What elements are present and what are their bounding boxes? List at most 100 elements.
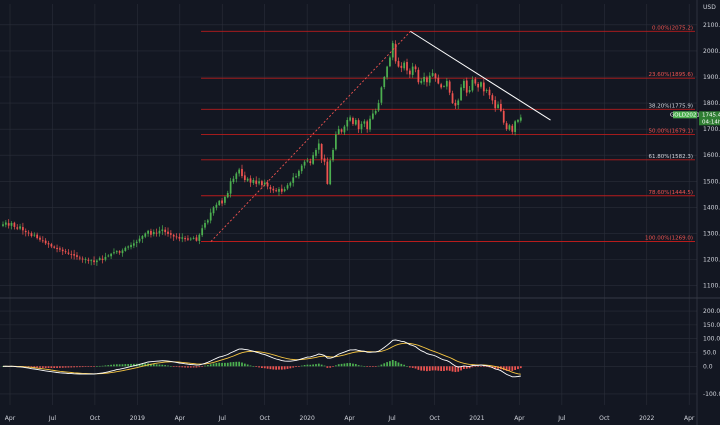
candle-body [337,129,340,135]
price-tag: GOLD2021 1745.404:14h [670,111,720,126]
macd-histogram-bar [431,366,434,371]
candle-body [22,227,24,231]
macd-histogram-bar [224,362,226,367]
candle-body [73,254,76,256]
candle-body [44,240,47,244]
macd-histogram-bar [178,366,181,368]
macd-histogram-bar [50,366,53,368]
candle-body [84,258,87,260]
candle-body [334,134,337,150]
macd-histogram-bar [394,361,397,367]
macd-histogram-bar [482,366,485,367]
macd-histogram-bar [508,366,511,371]
macd-histogram-bar [53,366,56,368]
candle-body [113,252,115,254]
drawing-tools[interactable] [210,30,551,242]
macd-histogram-bar [124,364,127,367]
time-tick-label: 2020 [300,415,315,422]
time-tick-label: Oct [90,415,101,422]
macd-histogram-bar [517,366,519,370]
candle-body [494,100,497,109]
candle-body [423,77,425,82]
candle-body [167,231,169,234]
macd-tick-label: 50.0 [703,350,717,357]
macd-histogram-bar [195,366,198,368]
candle-body [511,125,514,132]
macd-histogram-bar [494,366,497,369]
macd-histogram-bar [414,366,417,369]
candle-body [96,260,98,263]
time-tick-label: Apr [344,415,355,422]
candle-body [508,125,511,130]
candle-body [249,178,252,183]
candle-body [280,188,283,192]
macd-histogram-bar [437,366,440,371]
macd-histogram-bar [98,365,101,367]
candle-body [411,66,414,75]
candle-body [215,204,218,208]
time-tick-label: Oct [260,415,271,422]
candle-body [389,57,391,67]
macd-histogram-bar [113,364,115,367]
macd-histogram-bar [480,366,482,367]
candle-body [460,87,462,101]
macd-histogram-bar [463,366,465,369]
macd-histogram-bar [141,363,144,367]
macd-histogram-bar [127,363,130,367]
macd-histogram-bar [215,363,218,367]
symbol-tag-box [673,111,697,119]
macd-histogram-bar [354,364,357,367]
candle-body [164,229,167,233]
candle-body [426,77,428,83]
price-tag-box [699,111,720,126]
macd-histogram-bar [440,366,443,372]
candle-body [272,188,275,191]
fib-level-label: 61.80%(1582.3) [648,154,693,160]
candle-body [329,160,332,185]
time-tick-label: Apr [684,415,695,422]
macd-histogram-bar [61,366,64,368]
macd-histogram-bar [460,366,462,371]
macd-histogram-bar [184,366,186,368]
candle-body [56,247,58,250]
macd-histogram-bar [408,366,411,368]
candle-body [87,259,90,261]
candle-body [189,238,192,240]
macd-histogram-bar [56,366,58,368]
macd-histogram-bar [243,363,246,367]
macd-histogram-bar [303,365,306,367]
macd-histogram-bar [138,363,141,367]
candle-body [343,126,346,133]
macd-histogram-bar [169,365,172,367]
fib-level-label: 78.60%(1444.5) [648,190,693,196]
candle-body [275,190,278,192]
candle-body [437,77,440,84]
candle-body [226,193,229,198]
candle-body [67,252,70,254]
macd-histogram-bar [96,366,98,367]
candle-body [27,232,30,234]
macd-histogram-bar [121,364,124,367]
macd-histogram-bar [252,366,255,367]
candle-body [47,243,50,245]
macd-histogram-bar [221,362,223,367]
macd-histogram-bar [329,366,332,368]
candle-body [306,160,309,162]
candle-body [235,173,238,179]
time-tick-label: Jul [387,415,396,422]
candle-body [130,244,132,248]
macd-histogram-bar [209,364,212,367]
candle-body [7,223,10,226]
price-tick-label: 1200.0 [703,257,720,264]
candle-body [326,161,329,184]
candle-body [155,232,158,234]
macd-histogram-bar [67,366,70,368]
macd-histogram-bar [400,363,403,367]
fibonacci-levels[interactable]: 0.00%(2075.2) 23.60%(1895.6) 38.20%(1775.9… [201,25,695,242]
candle-body [221,200,223,204]
candle-body [266,182,269,187]
macd-histogram-bar [175,366,178,367]
time-tick-label: Apr [175,415,186,422]
candle-body [24,230,27,233]
